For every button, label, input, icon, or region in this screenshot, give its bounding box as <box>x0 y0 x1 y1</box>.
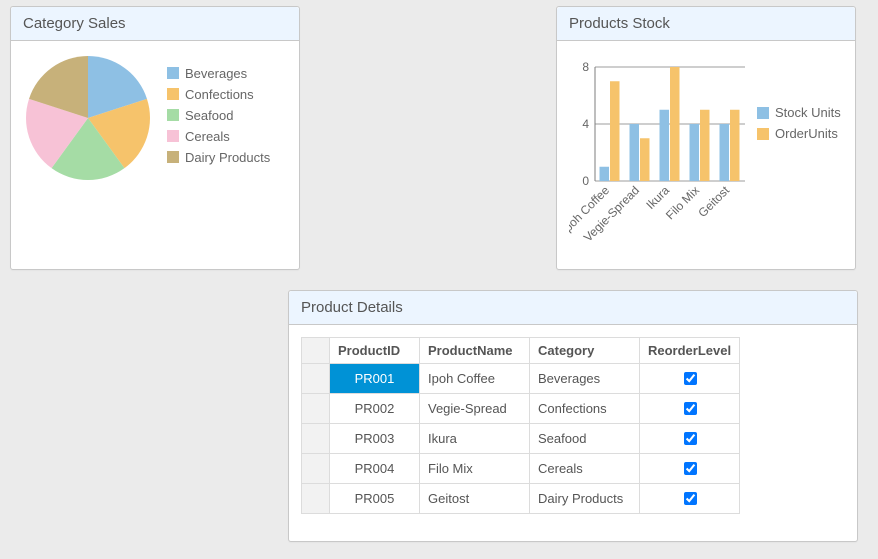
cell-productname[interactable]: Ikura <box>420 424 530 454</box>
category-sales-pie <box>23 53 153 183</box>
product-details-panel: Product Details ProductIDProductNameCate… <box>288 290 858 542</box>
bar[interactable] <box>700 110 710 181</box>
cell-reorder[interactable] <box>640 424 740 454</box>
bar[interactable] <box>730 110 740 181</box>
legend-swatch <box>167 151 179 163</box>
row-header-cell[interactable] <box>302 394 330 424</box>
table-header-row: ProductIDProductNameCategoryReorderLevel <box>302 338 740 364</box>
legend-label: Cereals <box>185 129 230 144</box>
cell-reorder[interactable] <box>640 394 740 424</box>
bar[interactable] <box>640 138 650 181</box>
bar[interactable] <box>600 167 610 181</box>
legend-swatch <box>167 88 179 100</box>
table-row[interactable]: PR002Vegie-SpreadConfections <box>302 394 740 424</box>
cell-productid[interactable]: PR001 <box>330 364 420 394</box>
legend-item[interactable]: OrderUnits <box>757 126 841 141</box>
legend-item[interactable]: Stock Units <box>757 105 841 120</box>
col-header[interactable]: ProductID <box>330 338 420 364</box>
legend-item[interactable]: Confections <box>167 87 270 102</box>
x-tick-label: Filo Mix <box>663 183 702 222</box>
table-row[interactable]: PR004Filo MixCereals <box>302 454 740 484</box>
legend-item[interactable]: Seafood <box>167 108 270 123</box>
row-header-cell[interactable] <box>302 454 330 484</box>
legend-swatch <box>757 107 769 119</box>
cell-productname[interactable]: Vegie-Spread <box>420 394 530 424</box>
row-header-cell[interactable] <box>302 484 330 514</box>
y-tick-label: 4 <box>582 117 589 131</box>
table-row[interactable]: PR001Ipoh CoffeeBeverages <box>302 364 740 394</box>
product-details-grid[interactable]: ProductIDProductNameCategoryReorderLevel… <box>301 337 740 514</box>
category-sales-title: Category Sales <box>11 7 299 41</box>
legend-label: Dairy Products <box>185 150 270 165</box>
row-header-cell[interactable] <box>302 364 330 394</box>
category-sales-panel: Category Sales Beverages Confections Seafo… <box>10 6 300 270</box>
x-tick-label: Geitost <box>695 183 732 220</box>
cell-reorder[interactable] <box>640 454 740 484</box>
cell-category[interactable]: Confections <box>530 394 640 424</box>
legend-swatch <box>757 128 769 140</box>
cell-productname[interactable]: Ipoh Coffee <box>420 364 530 394</box>
legend-label: Seafood <box>185 108 233 123</box>
reorder-checkbox[interactable] <box>684 432 697 445</box>
bar[interactable] <box>610 81 620 181</box>
legend-swatch <box>167 67 179 79</box>
col-header[interactable]: ReorderLevel <box>640 338 740 364</box>
legend-label: Stock Units <box>775 105 841 120</box>
cell-productid[interactable]: PR003 <box>330 424 420 454</box>
cell-category[interactable]: Dairy Products <box>530 484 640 514</box>
cell-category[interactable]: Beverages <box>530 364 640 394</box>
cell-category[interactable]: Seafood <box>530 424 640 454</box>
products-stock-title: Products Stock <box>557 7 855 41</box>
legend-label: OrderUnits <box>775 126 838 141</box>
cell-productid[interactable]: PR005 <box>330 484 420 514</box>
bar[interactable] <box>660 110 670 181</box>
cell-reorder[interactable] <box>640 364 740 394</box>
col-header[interactable]: ProductName <box>420 338 530 364</box>
legend-item[interactable]: Dairy Products <box>167 150 270 165</box>
bar[interactable] <box>690 124 700 181</box>
legend-item[interactable]: Cereals <box>167 129 270 144</box>
bar[interactable] <box>720 124 730 181</box>
y-tick-label: 0 <box>582 174 589 188</box>
legend-label: Beverages <box>185 66 247 81</box>
cell-productid[interactable]: PR002 <box>330 394 420 424</box>
product-details-title: Product Details <box>289 291 857 325</box>
cell-productid[interactable]: PR004 <box>330 454 420 484</box>
cell-productname[interactable]: Geitost <box>420 484 530 514</box>
products-stock-legend: Stock Units OrderUnits <box>757 105 841 147</box>
bar[interactable] <box>670 67 680 181</box>
products-stock-barchart: 048Ipoh CoffeeVegie-SpreadIkuraFilo MixG… <box>569 61 749 251</box>
bar[interactable] <box>630 124 640 181</box>
reorder-checkbox[interactable] <box>684 372 697 385</box>
reorder-checkbox[interactable] <box>684 492 697 505</box>
col-header[interactable]: Category <box>530 338 640 364</box>
reorder-checkbox[interactable] <box>684 462 697 475</box>
row-header-col <box>302 338 330 364</box>
row-header-cell[interactable] <box>302 424 330 454</box>
legend-swatch <box>167 130 179 142</box>
legend-label: Confections <box>185 87 254 102</box>
reorder-checkbox[interactable] <box>684 402 697 415</box>
table-row[interactable]: PR005GeitostDairy Products <box>302 484 740 514</box>
table-row[interactable]: PR003IkuraSeafood <box>302 424 740 454</box>
y-tick-label: 8 <box>582 61 589 74</box>
legend-item[interactable]: Beverages <box>167 66 270 81</box>
legend-swatch <box>167 109 179 121</box>
cell-productname[interactable]: Filo Mix <box>420 454 530 484</box>
cell-reorder[interactable] <box>640 484 740 514</box>
cell-category[interactable]: Cereals <box>530 454 640 484</box>
products-stock-panel: Products Stock 048Ipoh CoffeeVegie-Sprea… <box>556 6 856 270</box>
category-sales-legend: Beverages Confections Seafood Cereals Dairy … <box>167 66 270 171</box>
